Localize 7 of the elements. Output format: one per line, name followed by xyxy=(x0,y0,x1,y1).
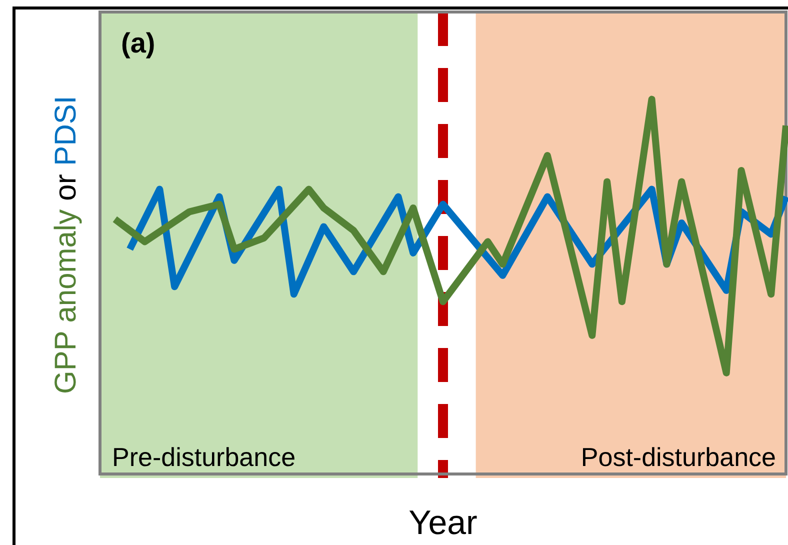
text: GPP anomaly xyxy=(50,209,82,394)
annotation: Post-disturbance xyxy=(580,442,776,472)
y-axis-title: or xyxy=(50,174,82,201)
text: PDSI xyxy=(50,96,82,166)
annotation: Pre-disturbance xyxy=(112,442,296,472)
x-axis-title: Year xyxy=(408,504,478,542)
chart-title: (a) xyxy=(121,28,156,58)
